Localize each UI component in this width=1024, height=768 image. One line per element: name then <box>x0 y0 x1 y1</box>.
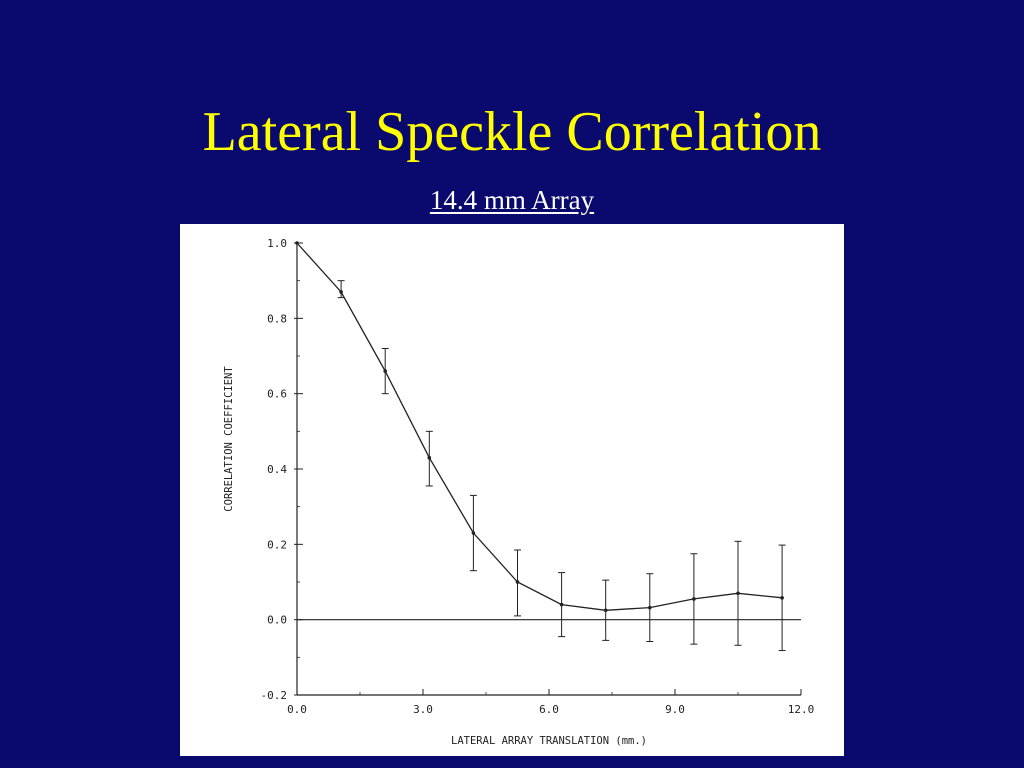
x-tick-label: 6.0 <box>539 703 559 716</box>
data-point <box>383 369 387 373</box>
y-tick-label: 0.6 <box>267 388 287 401</box>
data-point <box>603 608 608 613</box>
label-layer: -0.20.00.20.40.60.81.00.0 3.0 6.0 9.0 12.0LA… <box>223 237 814 747</box>
data-point <box>559 602 564 607</box>
y-tick-label: 0.8 <box>267 312 287 325</box>
data-point <box>471 531 476 535</box>
slide-title: Lateral Speckle Correlation <box>202 101 822 163</box>
data-point <box>427 455 432 460</box>
y-tick-label: 0.4 <box>267 463 287 476</box>
x-tick-label: 12.0 <box>788 703 815 716</box>
data-point <box>736 591 740 596</box>
y-tick-label: 0.2 <box>267 538 287 551</box>
y-tick-label: 0.0 <box>267 614 287 627</box>
data-layer <box>295 241 786 652</box>
slide-subtitle: 14.4 mm Array <box>0 184 1024 216</box>
data-point <box>780 596 784 600</box>
x-axis-label: LATERAL ARRAY TRANSLATION (mm.) <box>451 735 647 747</box>
data-point <box>515 580 520 584</box>
chart-panel: -0.2 0.0 0.2 0.4 0.6 0.8 1.0 0.0 3.0 6.0 9.0 12.0 LA… <box>180 224 844 756</box>
y-tick-label: 1.0 <box>267 237 287 250</box>
series-line <box>296 242 783 611</box>
data-point <box>295 241 299 245</box>
data-point <box>339 290 343 294</box>
axes-layer <box>294 242 802 696</box>
data-point <box>692 597 696 601</box>
x-tick-label: 0.0 <box>287 703 307 716</box>
y-axis-label: CORRELATION COEFFICIENT <box>223 366 235 512</box>
x-tick-label: 9.0 <box>665 703 685 716</box>
correlation-chart: -0.20.00.20.40.60.81.00.0 3.0 6.0 9.0 12.0LA… <box>223 237 814 747</box>
x-tick-label: 3.0 <box>413 703 433 716</box>
y-tick-label: -0.2 <box>261 689 288 702</box>
data-point <box>648 605 652 610</box>
slide-subtitle-text: 14.4 mm Array <box>429 185 595 215</box>
